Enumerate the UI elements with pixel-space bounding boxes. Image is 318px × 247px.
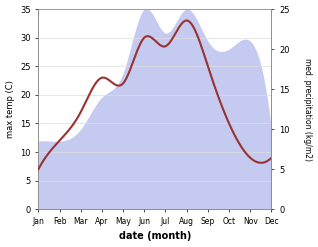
Y-axis label: max temp (C): max temp (C)	[5, 80, 15, 138]
X-axis label: date (month): date (month)	[119, 231, 191, 242]
Y-axis label: med. precipitation (kg/m2): med. precipitation (kg/m2)	[303, 58, 313, 161]
